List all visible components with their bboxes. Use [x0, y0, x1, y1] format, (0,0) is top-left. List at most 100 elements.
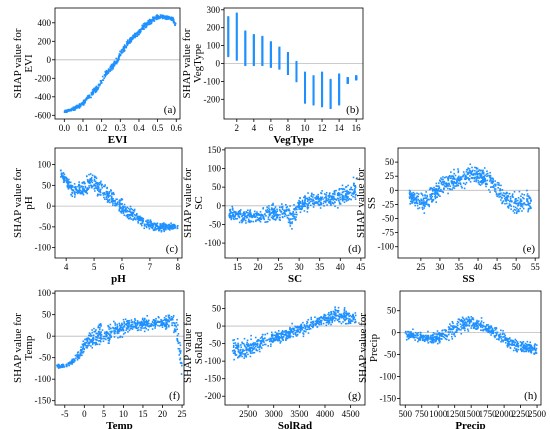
data-point	[122, 212, 125, 214]
data-point	[453, 187, 456, 189]
data-point	[96, 87, 98, 89]
data-point	[486, 170, 488, 173]
data-point	[347, 312, 349, 315]
data-point	[337, 309, 340, 312]
data-point	[472, 174, 474, 176]
x-tick-label: 8	[286, 123, 291, 133]
data-point	[79, 103, 82, 106]
data-point	[241, 215, 243, 218]
data-point	[249, 346, 251, 349]
data-point	[239, 210, 241, 213]
data-point	[324, 201, 327, 204]
data-point	[281, 337, 284, 339]
data-point	[259, 343, 261, 346]
data-point	[273, 207, 276, 210]
data-point	[330, 319, 333, 322]
data-point	[88, 180, 91, 183]
data-point	[438, 190, 441, 192]
data-point	[118, 208, 121, 211]
data-point	[333, 201, 336, 203]
data-point	[246, 349, 249, 351]
data-point	[262, 216, 264, 218]
data-point	[298, 203, 300, 206]
data-point	[321, 317, 324, 320]
data-point	[123, 203, 126, 206]
data-point	[235, 14, 238, 17]
data-point	[343, 188, 346, 190]
data-point	[486, 172, 489, 175]
data-point	[172, 315, 175, 317]
data-point	[88, 179, 91, 182]
data-point	[134, 34, 137, 36]
data-point	[259, 344, 261, 347]
data-point	[464, 177, 467, 179]
data-point	[73, 107, 76, 109]
data-point	[474, 173, 477, 176]
data-point	[283, 215, 286, 218]
data-point	[77, 185, 79, 188]
data-point	[103, 337, 106, 340]
data-point	[152, 16, 154, 19]
data-point	[132, 34, 134, 37]
data-point	[134, 318, 136, 320]
data-point	[481, 170, 484, 173]
data-point	[326, 317, 329, 320]
data-point	[97, 335, 99, 338]
data-point	[104, 331, 106, 334]
data-point	[303, 202, 306, 204]
data-point	[492, 180, 494, 183]
data-point	[302, 332, 304, 334]
data-point	[174, 224, 176, 227]
data-point	[168, 325, 170, 328]
data-point	[258, 214, 260, 216]
data-point	[114, 62, 117, 65]
data-point	[124, 208, 127, 211]
data-point	[477, 326, 480, 328]
data-point	[262, 344, 264, 347]
data-point	[149, 219, 152, 221]
data-point	[227, 47, 230, 50]
data-point	[125, 320, 128, 323]
data-point	[111, 66, 114, 68]
data-point	[97, 326, 99, 329]
data-point	[242, 353, 244, 355]
data-point	[441, 178, 443, 181]
data-point	[148, 225, 150, 228]
data-point	[169, 227, 171, 229]
data-point	[79, 189, 82, 192]
data-point	[81, 181, 84, 184]
data-point	[316, 317, 319, 320]
data-point	[347, 313, 349, 316]
data-point	[235, 44, 238, 46]
data-point	[67, 179, 69, 182]
data-point	[63, 181, 66, 183]
data-point	[529, 207, 531, 210]
data-point	[98, 343, 101, 346]
data-point	[116, 198, 118, 201]
data-point	[125, 327, 128, 329]
data-point	[161, 222, 164, 225]
data-point	[286, 206, 289, 208]
data-point	[498, 184, 501, 186]
data-point	[333, 198, 336, 200]
data-point	[325, 196, 327, 199]
data-point	[316, 197, 318, 200]
data-point	[235, 211, 237, 213]
data-point	[160, 226, 163, 228]
data-point	[155, 324, 157, 326]
data-point	[177, 342, 180, 345]
data-point	[171, 324, 173, 327]
data-point	[158, 316, 160, 319]
data-point	[299, 330, 302, 332]
data-point	[83, 181, 85, 183]
data-point	[437, 187, 440, 190]
data-point	[306, 207, 309, 210]
data-point	[322, 322, 325, 325]
data-point	[146, 325, 149, 327]
data-point	[418, 199, 420, 202]
data-point	[67, 186, 69, 189]
data-point	[292, 211, 295, 214]
data-point	[102, 335, 105, 338]
data-point	[119, 50, 121, 53]
data-point	[289, 331, 291, 334]
